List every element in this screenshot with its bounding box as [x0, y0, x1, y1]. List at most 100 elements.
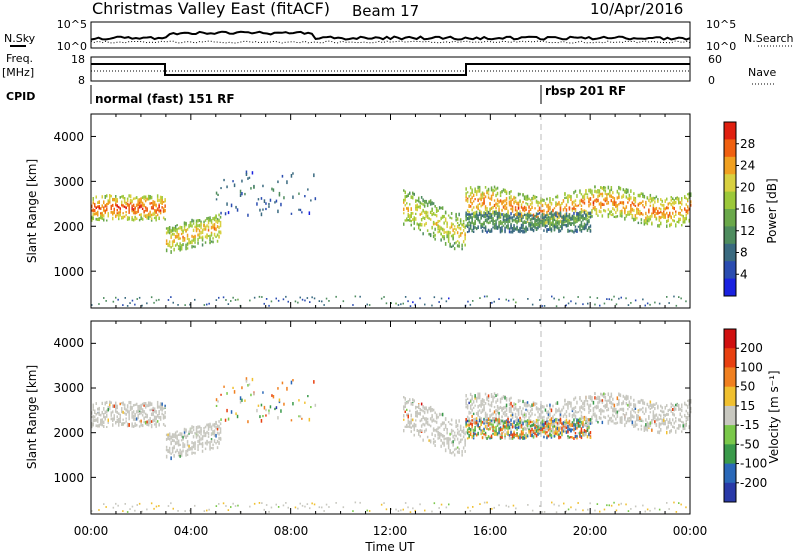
- power-cell: [110, 211, 112, 214]
- power-cell: [299, 208, 302, 212]
- velocity-cell: [639, 408, 641, 412]
- velocity-cell: [574, 415, 577, 420]
- power-cell: [150, 217, 153, 220]
- power-cell: [582, 303, 584, 306]
- power-cell: [517, 192, 520, 197]
- velocity-cell: [549, 418, 551, 422]
- velocity-cell: [567, 421, 569, 425]
- power-cell: [673, 199, 675, 202]
- power-cell: [586, 196, 589, 199]
- velocity-cell: [101, 410, 103, 415]
- velocity-cell: [407, 419, 409, 423]
- velocity-cell: [419, 419, 421, 423]
- power-cell: [207, 216, 210, 221]
- velocity-cell: [486, 419, 488, 422]
- velocity-cell: [395, 508, 397, 511]
- velocity-cell: [538, 408, 541, 411]
- power-cell: [658, 218, 661, 222]
- power-cell: [352, 304, 354, 306]
- power-cell: [598, 195, 601, 198]
- power-cell: [654, 213, 656, 217]
- velocity-cell: [203, 434, 205, 438]
- velocity-cell: [609, 401, 611, 405]
- velocity-cell: [682, 424, 684, 428]
- power-cell: [571, 222, 574, 225]
- power-cell: [259, 208, 261, 212]
- power-cell: [630, 189, 632, 193]
- power-cell: [558, 216, 560, 219]
- velocity-cell: [556, 424, 559, 428]
- power-cell: [173, 226, 175, 230]
- power-cell: [618, 297, 620, 300]
- power-cell: [414, 303, 416, 306]
- velocity-cell: [652, 410, 655, 414]
- velocity-cell: [236, 414, 239, 419]
- power-cell: [520, 226, 523, 230]
- power-cell: [547, 203, 550, 207]
- velocity-cell: [493, 410, 496, 414]
- power-cell: [646, 222, 649, 226]
- power-cell: [117, 298, 119, 301]
- power-cell: [239, 189, 242, 194]
- power-cell: [468, 211, 470, 214]
- velocity-cell: [469, 400, 472, 403]
- velocity-cell: [449, 451, 451, 454]
- power-cell: [468, 224, 470, 227]
- velocity-cell: [216, 424, 219, 428]
- power-cell: [672, 219, 674, 222]
- velocity-cell: [412, 507, 414, 510]
- power-cell: [537, 226, 539, 230]
- power-cell: [287, 300, 289, 303]
- power-cell: [465, 198, 467, 202]
- power-cell: [184, 304, 186, 306]
- velocity-cell: [121, 409, 123, 414]
- velocity-cell: [206, 509, 208, 512]
- velocity-cell: [601, 409, 604, 413]
- power-cell: [513, 228, 515, 232]
- velocity-cell: [268, 411, 270, 415]
- velocity-cell: [507, 417, 509, 421]
- power-cell: [198, 232, 201, 237]
- velocity-cell: [140, 403, 142, 408]
- power-cell: [126, 305, 129, 307]
- velocity-cell: [447, 441, 450, 445]
- power-cell: [131, 299, 134, 302]
- velocity-cell: [565, 510, 567, 513]
- power-cell: [553, 212, 556, 216]
- power-cell: [652, 196, 655, 200]
- power-cell: [534, 225, 536, 229]
- power-cell: [107, 212, 109, 216]
- velocity-cell: [121, 407, 123, 411]
- power-cell: [438, 226, 441, 229]
- velocity-cell: [440, 423, 442, 427]
- tick-marks: [90, 114, 691, 514]
- velocity-cell: [116, 420, 118, 423]
- power-cell: [487, 211, 490, 215]
- power-cell: [183, 237, 186, 240]
- power-cell: [314, 197, 317, 201]
- velocity-cell: [416, 429, 418, 432]
- colorbar-swatch: [724, 405, 736, 426]
- power-cell: [505, 215, 508, 219]
- power-cell: [541, 212, 544, 217]
- velocity-cell: [532, 402, 535, 407]
- velocity-cell: [471, 402, 473, 406]
- velocity-cell: [201, 444, 204, 448]
- power-cell: [513, 213, 515, 218]
- power-cell: [504, 226, 506, 230]
- velocity-cell: [472, 428, 475, 433]
- power-cell: [537, 222, 539, 227]
- power-cell: [97, 210, 99, 214]
- velocity-cell: [237, 504, 239, 507]
- power-cell: [631, 214, 634, 218]
- velocity-cell: [250, 393, 252, 397]
- velocity-cell: [678, 424, 680, 427]
- velocity-cell: [122, 418, 124, 421]
- velocity-cell: [639, 419, 641, 422]
- velocity-cell: [458, 447, 460, 451]
- power-cell: [245, 173, 248, 176]
- velocity-cell: [631, 423, 634, 426]
- velocity-cell: [567, 406, 569, 410]
- power-cell: [468, 195, 470, 198]
- power-cell: [213, 232, 216, 237]
